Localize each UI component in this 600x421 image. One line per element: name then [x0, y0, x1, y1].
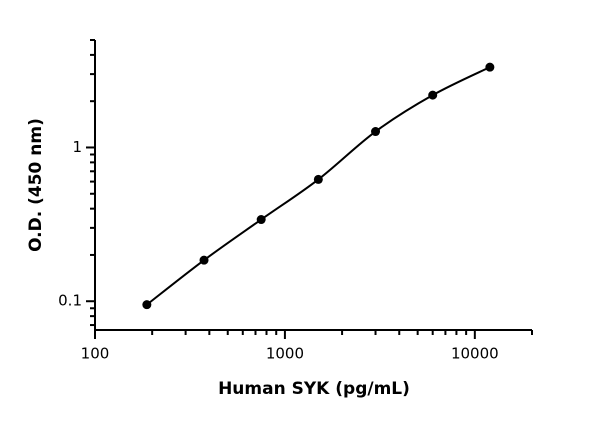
x-tick-label: 100 — [81, 345, 110, 363]
fit-curve — [146, 66, 491, 306]
point — [199, 255, 209, 265]
point — [256, 215, 266, 225]
point — [428, 90, 438, 100]
x-tick-label: 10000 — [451, 345, 499, 363]
point — [371, 127, 381, 137]
y-tick-label: 1 — [72, 138, 82, 156]
point — [142, 300, 152, 310]
x-tick-label: 1000 — [266, 345, 304, 363]
point — [485, 62, 495, 72]
y-axis-label: O.D. (450 nm) — [26, 118, 46, 252]
y-tick-label: 0.1 — [58, 292, 82, 310]
x-axis-label: Human SYK (pg/mL) — [218, 379, 410, 399]
point — [313, 174, 323, 184]
